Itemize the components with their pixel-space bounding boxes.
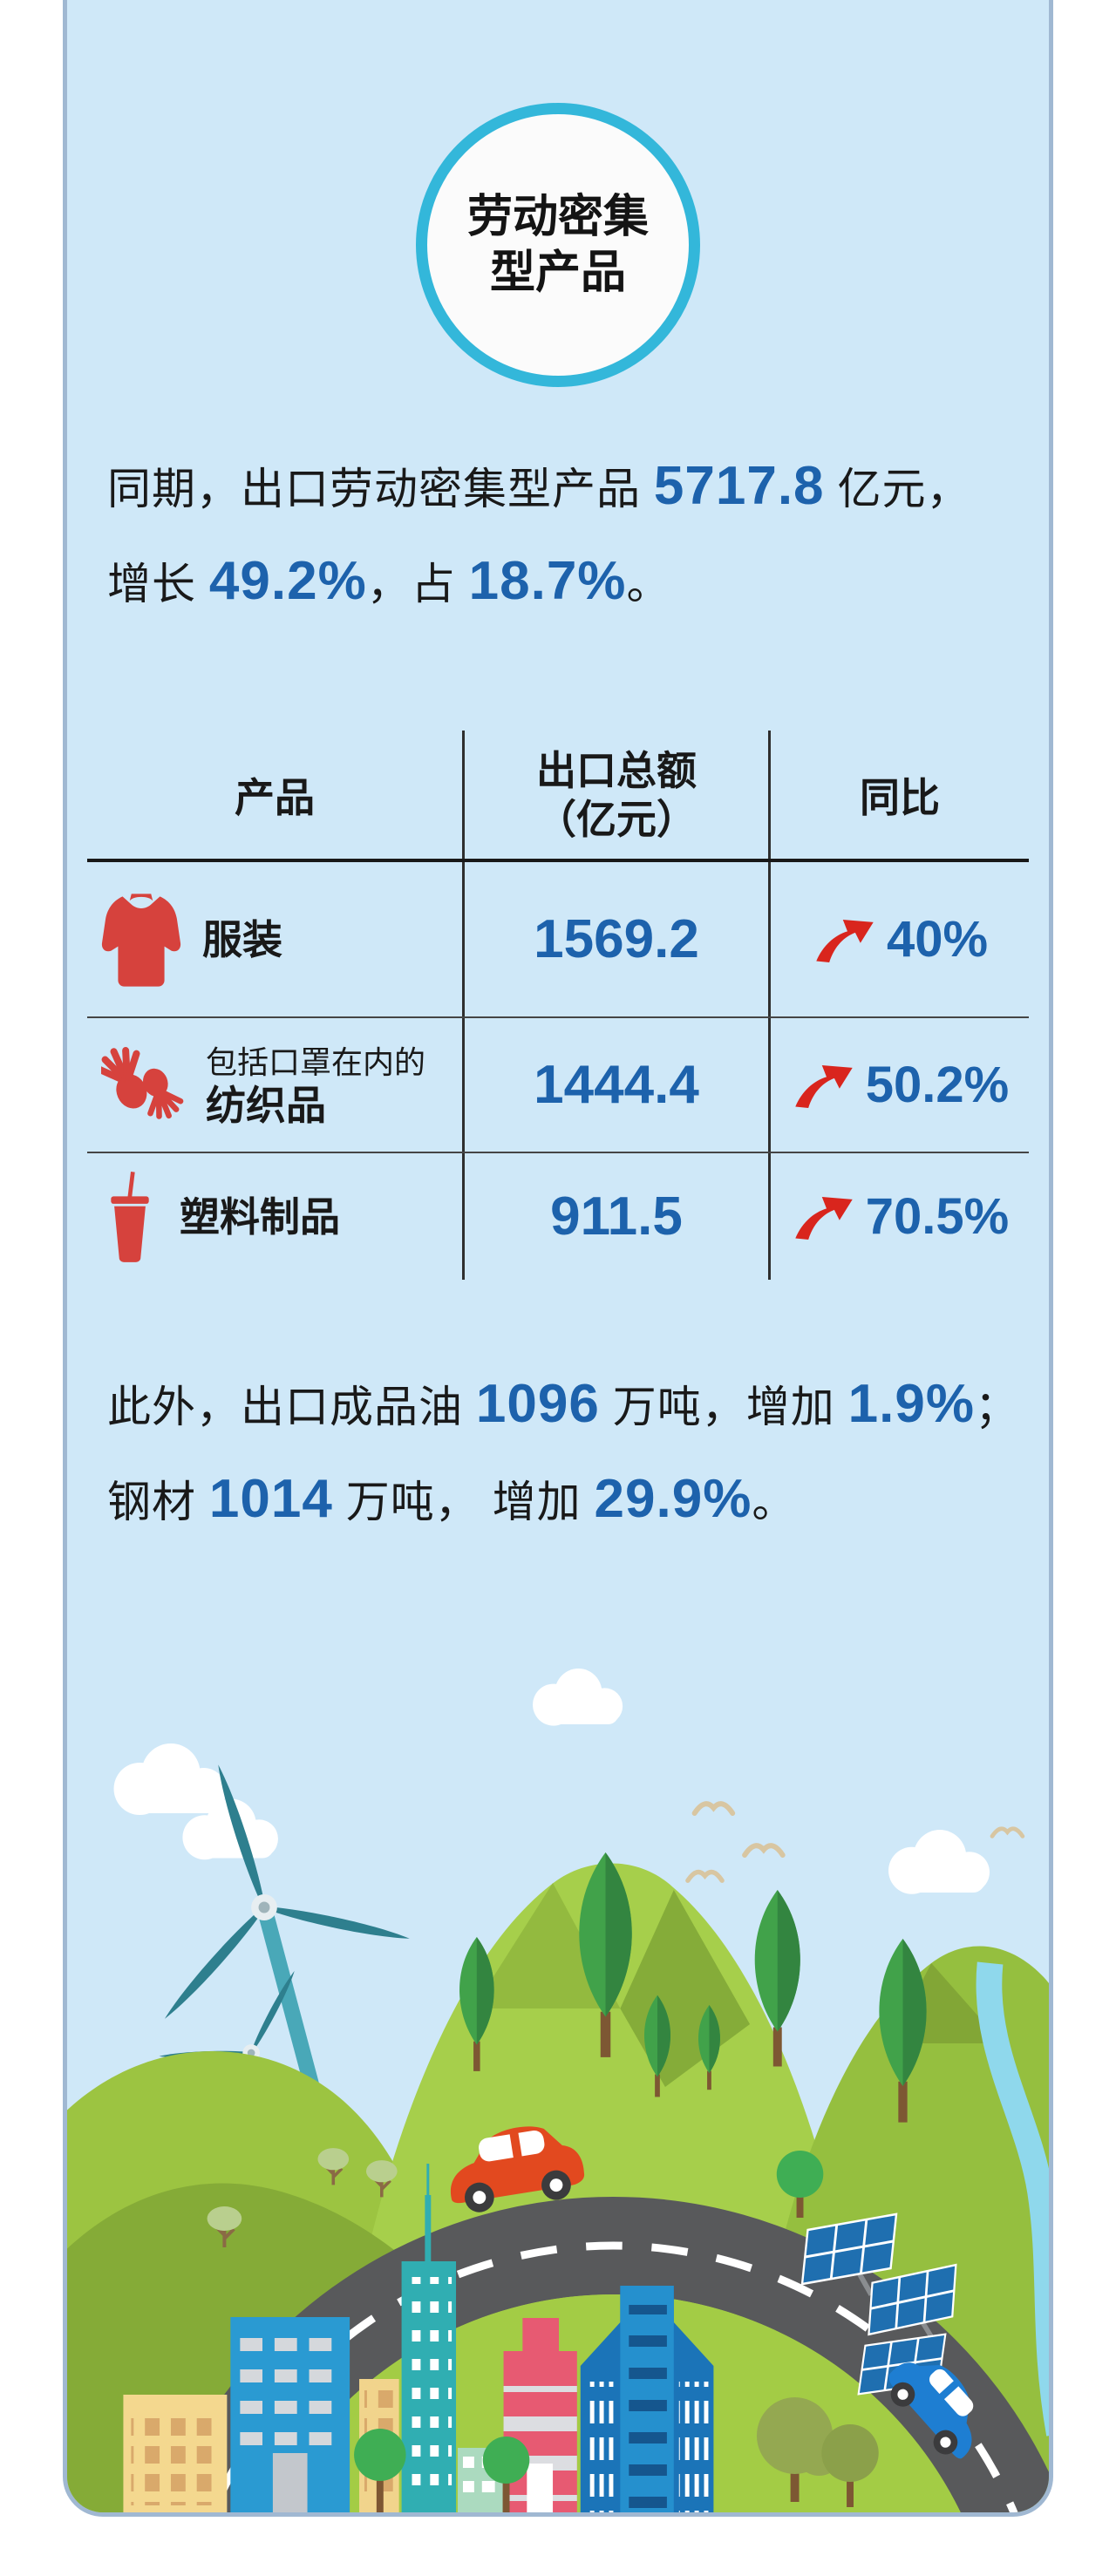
city-buildings bbox=[123, 2164, 714, 2512]
up-arrow-icon bbox=[795, 1064, 853, 1108]
cloud bbox=[533, 1669, 623, 1726]
building bbox=[580, 2286, 714, 2512]
product-label: 服装 bbox=[202, 916, 282, 962]
table-row: 塑料制品 911.5 70.5% bbox=[87, 1153, 1029, 1280]
product-label: 纺织品 bbox=[206, 1082, 326, 1128]
blue-car-icon bbox=[888, 2362, 974, 2459]
building bbox=[401, 2164, 457, 2512]
cloud bbox=[113, 1743, 227, 1815]
header-export-total: 出口总额 （亿元） bbox=[465, 731, 771, 859]
eco-city-illustration bbox=[67, 1669, 1049, 2512]
oil-growth: 1.9% bbox=[847, 1374, 975, 1434]
section-badge: 劳动密集 型产品 bbox=[416, 103, 700, 387]
tree bbox=[354, 2429, 406, 2512]
steel-growth: 29.9% bbox=[594, 1469, 752, 1529]
bird-icon bbox=[745, 1845, 783, 1855]
header-product: 产品 bbox=[87, 731, 465, 859]
share-value: 18.7% bbox=[468, 551, 627, 611]
export-value: 1444.4 bbox=[465, 1018, 771, 1152]
building bbox=[123, 2395, 228, 2512]
cup-icon bbox=[111, 1171, 149, 1262]
intro-line-2: 增长 49.2%，占 18.7%。 bbox=[107, 551, 671, 611]
bird-icon bbox=[992, 1829, 1023, 1837]
red-car-icon bbox=[450, 2126, 585, 2212]
hill-facet bbox=[473, 1883, 621, 2008]
up-arrow-icon bbox=[795, 1196, 853, 1240]
outro-line-2: 钢材 1014 万吨， 增加 29.9%。 bbox=[107, 1469, 797, 1529]
outro-line-1: 此外，出口成品油 1096 万吨，增加 1.9%； bbox=[107, 1374, 1019, 1434]
yoy-change: 40% bbox=[771, 862, 1029, 1016]
badge-title-line1: 劳动密集 bbox=[466, 192, 649, 242]
oil-value: 1096 bbox=[475, 1374, 600, 1434]
yoy-change: 50.2% bbox=[771, 1018, 1029, 1152]
export-value: 1569.2 bbox=[465, 862, 771, 1016]
table-header-row: 产品 出口总额 （亿元） 同比 bbox=[87, 731, 1029, 862]
tree bbox=[482, 2437, 530, 2512]
hands-icon bbox=[101, 1046, 184, 1119]
intro-text: 同期，出口劳动密集型产品 5717.8 亿元， 增长 49.2%，占 18.7%… bbox=[107, 440, 1023, 630]
table-row: 包括口罩在内的 纺织品 1444.4 50.2% bbox=[87, 1018, 1029, 1153]
bird-icon bbox=[688, 1872, 722, 1880]
export-total-value: 5717.8 bbox=[653, 456, 825, 516]
tree bbox=[776, 2151, 824, 2218]
header-yoy: 同比 bbox=[860, 774, 940, 820]
intro-line-1: 同期，出口劳动密集型产品 5717.8 亿元， bbox=[107, 456, 971, 516]
up-arrow-icon bbox=[816, 919, 874, 962]
river bbox=[976, 1961, 1049, 2437]
product-table: 产品 出口总额 （亿元） 同比 服装 1569.2 bbox=[87, 731, 1029, 1280]
bird-icon bbox=[695, 1804, 733, 1813]
outro-text: 此外，出口成品油 1096 万吨，增加 1.9%； 钢材 1014 万吨， 增加… bbox=[107, 1358, 1023, 1548]
product-label: 塑料制品 bbox=[180, 1193, 340, 1240]
yoy-change: 70.5% bbox=[771, 1153, 1029, 1280]
sweater-icon bbox=[101, 893, 181, 987]
badge-title-line2: 型产品 bbox=[489, 248, 626, 298]
steel-value: 1014 bbox=[208, 1469, 333, 1529]
building bbox=[230, 2317, 350, 2512]
export-value: 911.5 bbox=[465, 1153, 771, 1280]
growth-value: 49.2% bbox=[208, 551, 367, 611]
cloud bbox=[888, 1830, 990, 1894]
product-sublabel: 包括口罩在内的 bbox=[206, 1043, 426, 1080]
building bbox=[503, 2318, 577, 2512]
infographic-card: 劳动密集 型产品 同期，出口劳动密集型产品 5717.8 亿元， 增长 49.2… bbox=[63, 0, 1053, 2517]
table-row: 服装 1569.2 40% bbox=[87, 862, 1029, 1018]
tree bbox=[821, 2424, 879, 2507]
